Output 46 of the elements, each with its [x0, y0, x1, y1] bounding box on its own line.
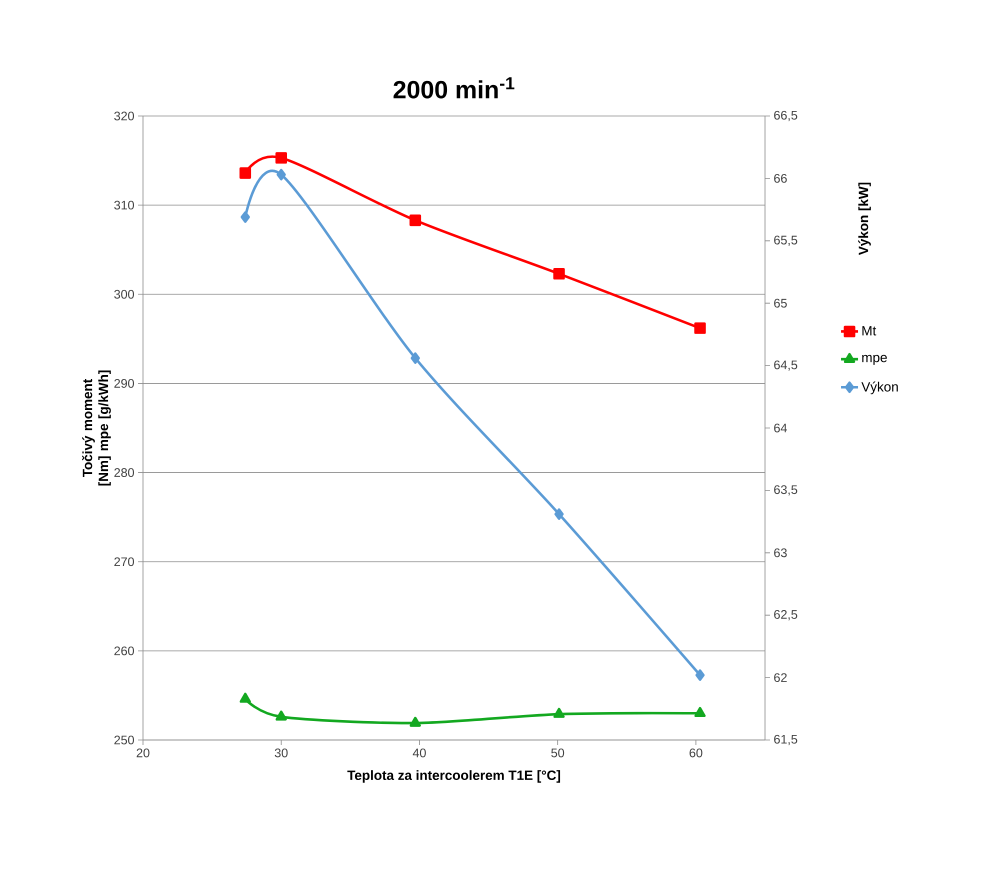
y-tick-label: 250 — [114, 736, 134, 744]
point — [276, 168, 286, 180]
x-axis-title: Teplota za intercoolerem T1E [°C] — [347, 770, 560, 783]
point — [275, 152, 287, 164]
legend-label: mpe — [862, 354, 887, 365]
x-tick-label: 50 — [551, 748, 564, 758]
point — [410, 716, 421, 727]
y2-tick-label: 63 — [774, 548, 787, 558]
y2-tick-label: 61,5 — [774, 734, 798, 746]
y-axis-title: Točivý moment [Nm] mpe [g/kWh] — [82, 370, 111, 486]
legend-label: Mt — [862, 326, 876, 336]
y2-axis-title: Výkon [kW] — [858, 182, 871, 256]
point — [694, 706, 706, 718]
y-tick-label: 280 — [114, 468, 134, 477]
y2-tick-label: 62,5 — [774, 610, 798, 620]
y2-tick-label: 63,5 — [774, 485, 798, 496]
point — [240, 692, 251, 703]
y2-tick-label: 64 — [774, 424, 787, 432]
point — [553, 708, 565, 718]
y-tick-label: 290 — [114, 379, 134, 388]
point — [694, 322, 706, 334]
legend-label: Výkon — [861, 382, 898, 394]
x-tick-label: 60 — [690, 748, 702, 758]
y-tick-label: 270 — [114, 557, 134, 566]
x-tick-label: 20 — [136, 748, 150, 758]
y2-tick-label: 62 — [774, 673, 787, 682]
x-tick-label: 30 — [274, 748, 288, 758]
point — [240, 211, 250, 223]
point — [554, 508, 564, 520]
y-tick-label: 310 — [114, 200, 134, 210]
x-tick-label: 40 — [412, 748, 426, 758]
point — [410, 214, 422, 226]
y2-tick-label: 65 — [774, 298, 787, 308]
y2-tick-label: 66,5 — [774, 110, 798, 122]
y-tick-label: 320 — [114, 112, 134, 120]
chart-title: 2000 min$^{-1}$ — [394, 77, 514, 99]
point — [553, 268, 565, 280]
point — [695, 669, 705, 681]
y-tick-label: 300 — [114, 290, 134, 299]
point — [410, 352, 420, 364]
y-tick-label: 260 — [114, 646, 134, 656]
y2-tick-label: 65,5 — [774, 236, 798, 246]
y2-tick-label: 64,5 — [774, 360, 798, 371]
point — [276, 710, 287, 721]
point — [240, 167, 252, 179]
y2-tick-label: 66 — [774, 174, 787, 183]
